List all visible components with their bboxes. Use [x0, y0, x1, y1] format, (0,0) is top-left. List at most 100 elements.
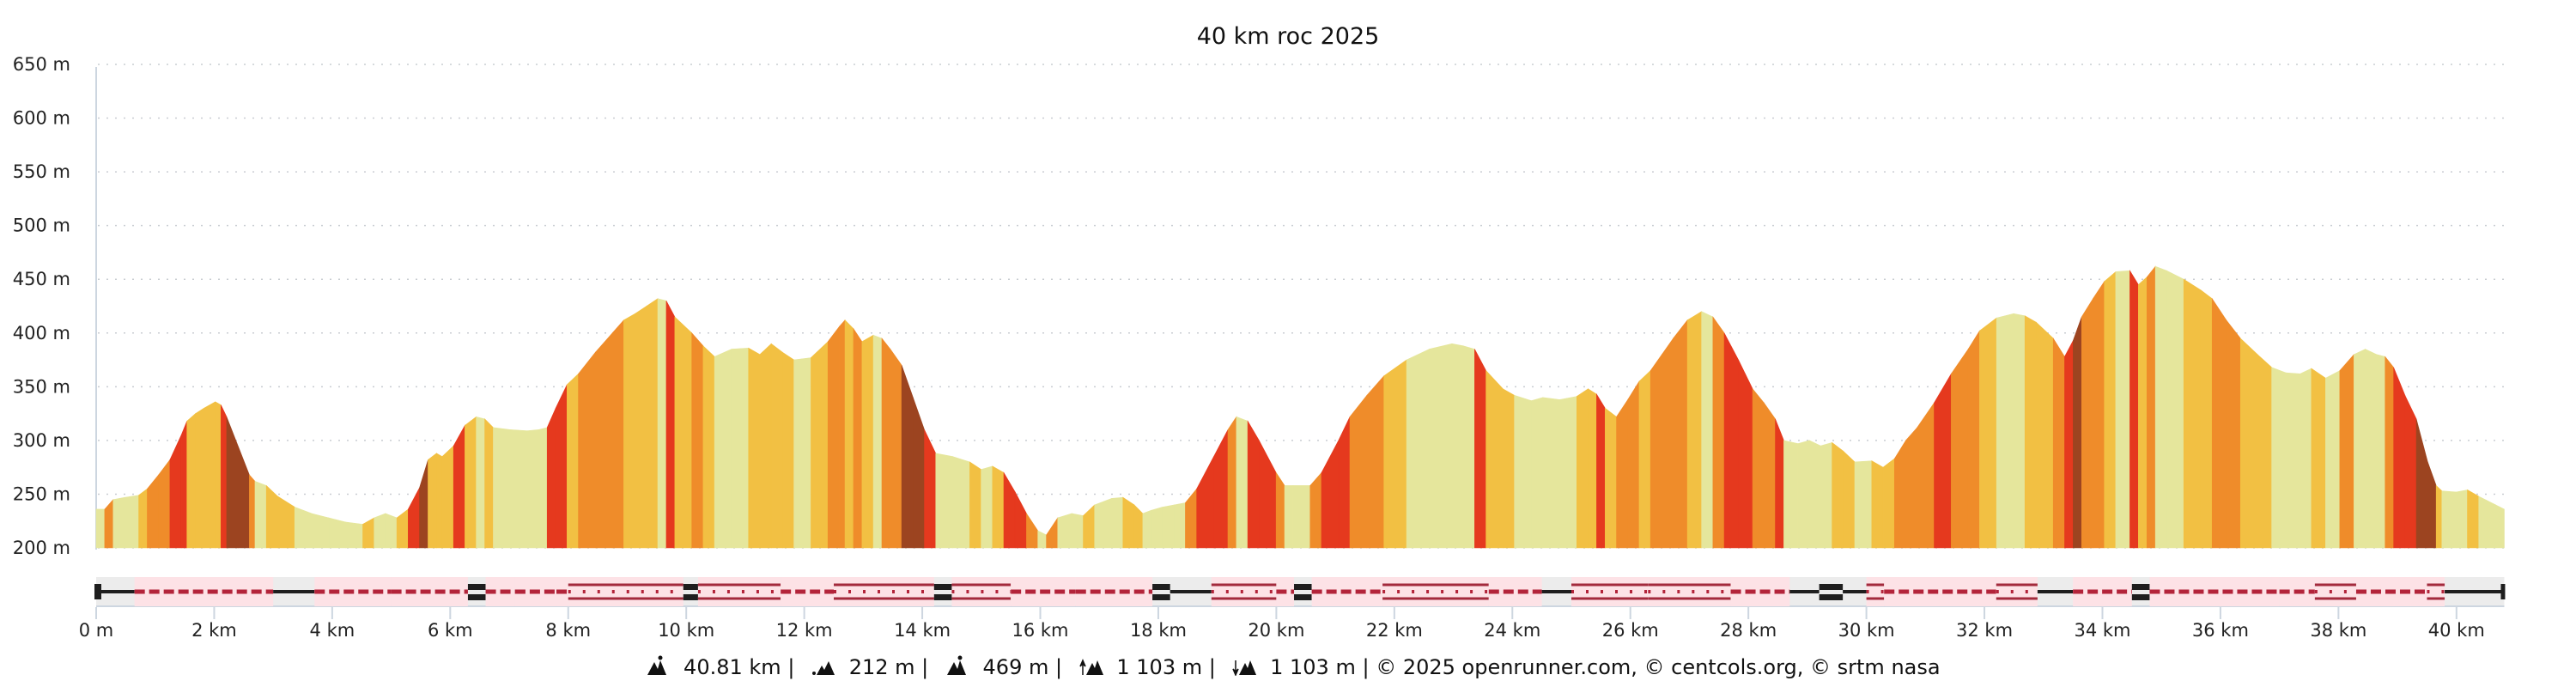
- x-tick-label: 2 km: [191, 620, 237, 641]
- profile-segment: [2183, 278, 2202, 549]
- profile-segment: [811, 341, 829, 549]
- profile-segment: [186, 412, 196, 549]
- profile-segment: [1037, 530, 1047, 549]
- profile-segment: [1752, 387, 1765, 549]
- separator: |: [787, 655, 795, 679]
- surface-start-cap: [94, 584, 101, 599]
- x-tick-label: 24 km: [1484, 620, 1540, 641]
- profile-segment: [1871, 460, 1884, 549]
- surface-unpaved-zone: [1571, 577, 1649, 606]
- profile-segment: [509, 429, 528, 549]
- profile-segment: [657, 298, 667, 549]
- profile-segment: [2129, 270, 2139, 549]
- x-axis-ticks: 0 m 2 km 4 km 6 km 8 km 10 km 12 km 14 km 16 km 1…: [79, 607, 2485, 641]
- profile-segment: [2495, 504, 2505, 549]
- profile-segment: [913, 397, 925, 549]
- profile-segment: [2415, 418, 2428, 549]
- profile-segment: [1820, 441, 1832, 549]
- profile-segment: [2456, 489, 2468, 549]
- x-tick-label: 22 km: [1366, 620, 1423, 641]
- profile-segment: [646, 298, 659, 549]
- surface-strip: [94, 577, 2506, 607]
- profile-segment: [1649, 353, 1662, 549]
- profile-segment: [578, 351, 596, 549]
- profile-segment: [328, 517, 346, 549]
- profile-segment: [1783, 440, 1799, 549]
- profile-segment: [2226, 319, 2241, 549]
- x-tick-label: 40 km: [2428, 620, 2485, 641]
- profile-segment: [1854, 460, 1873, 549]
- profile-segment: [1236, 416, 1249, 549]
- profile-segment: [362, 517, 375, 549]
- x-tick-label: 18 km: [1130, 620, 1187, 641]
- profile-segment: [1284, 485, 1294, 549]
- profile-segment: [195, 407, 204, 549]
- profile-segment: [1366, 375, 1384, 549]
- profile-segment: [476, 416, 485, 549]
- mountain-min-icon: [812, 661, 835, 675]
- profile-segment: [1349, 394, 1368, 549]
- profile-segment: [546, 408, 556, 549]
- profile-segment: [374, 513, 386, 549]
- profile-segment: [1046, 516, 1059, 549]
- profile-segment: [1462, 345, 1475, 549]
- surface-end-cap: [2500, 584, 2506, 599]
- surface-bridge: [933, 594, 952, 600]
- profile-segment: [555, 384, 568, 549]
- profile-segment: [1173, 502, 1186, 549]
- profile-segment: [890, 348, 902, 549]
- separator: |: [1208, 655, 1216, 679]
- profile-segment: [759, 343, 772, 549]
- y-tick-label: 250 m: [13, 483, 70, 504]
- profile-segment: [1797, 440, 1810, 549]
- profile-segment: [2435, 484, 2443, 549]
- x-tick-label: 20 km: [1248, 620, 1304, 641]
- profile-segment: [1934, 373, 1952, 549]
- profile-segment: [1686, 311, 1702, 549]
- surface-unpaved-zone: [2314, 577, 2356, 606]
- profile-segment: [1893, 439, 1906, 549]
- profile-segment: [249, 474, 256, 549]
- profile-segment: [1775, 418, 1784, 549]
- profile-segment: [2052, 337, 2065, 549]
- y-axis-ticks: 200 m 250 m 300 m 350 m 400 m 450 m 500 m 550 m…: [13, 54, 70, 558]
- profile-segment: [95, 508, 106, 549]
- profile-segment: [782, 351, 794, 549]
- separator: |: [1055, 655, 1063, 679]
- profile-segment: [1588, 388, 1597, 549]
- profile-segment: [311, 513, 330, 549]
- surface-bridge: [467, 584, 486, 590]
- profile-segment: [2311, 368, 2326, 549]
- distance-value: 40.81 km: [683, 655, 781, 679]
- y-tick-label: 400 m: [13, 323, 70, 344]
- profile-segment: [748, 347, 761, 549]
- profile-segment: [770, 343, 783, 549]
- separator: |: [921, 655, 929, 679]
- profile-segment: [1979, 317, 1997, 549]
- profile-segment: [385, 513, 398, 549]
- profile-segment: [2467, 489, 2480, 549]
- profile-segment: [215, 401, 222, 549]
- x-tick-label: 10 km: [658, 620, 714, 641]
- surface-bridge: [2131, 584, 2150, 590]
- profile-segment: [853, 327, 863, 549]
- profile-segment: [1213, 429, 1229, 549]
- x-tick-label: 28 km: [1720, 620, 1777, 641]
- profile-segment: [1967, 330, 1980, 549]
- profile-segment: [2427, 461, 2437, 549]
- profile-segment: [1503, 388, 1515, 549]
- chart-title: 40 km roc 2025: [1197, 23, 1380, 50]
- profile-segment: [1723, 332, 1739, 549]
- surface-bridge: [1294, 594, 1312, 600]
- profile-segment: [674, 316, 692, 549]
- profile-segment: [204, 401, 216, 549]
- profile-segment: [294, 507, 313, 549]
- surface-unpaved-zone: [1996, 577, 2038, 606]
- profile-segment: [237, 446, 250, 549]
- y-tick-label: 500 m: [13, 216, 70, 236]
- profile-segment: [1338, 416, 1351, 549]
- profile-segment: [2478, 495, 2496, 549]
- profile-segment: [277, 495, 295, 549]
- profile-segment: [436, 453, 443, 549]
- profile-segment: [1259, 440, 1277, 549]
